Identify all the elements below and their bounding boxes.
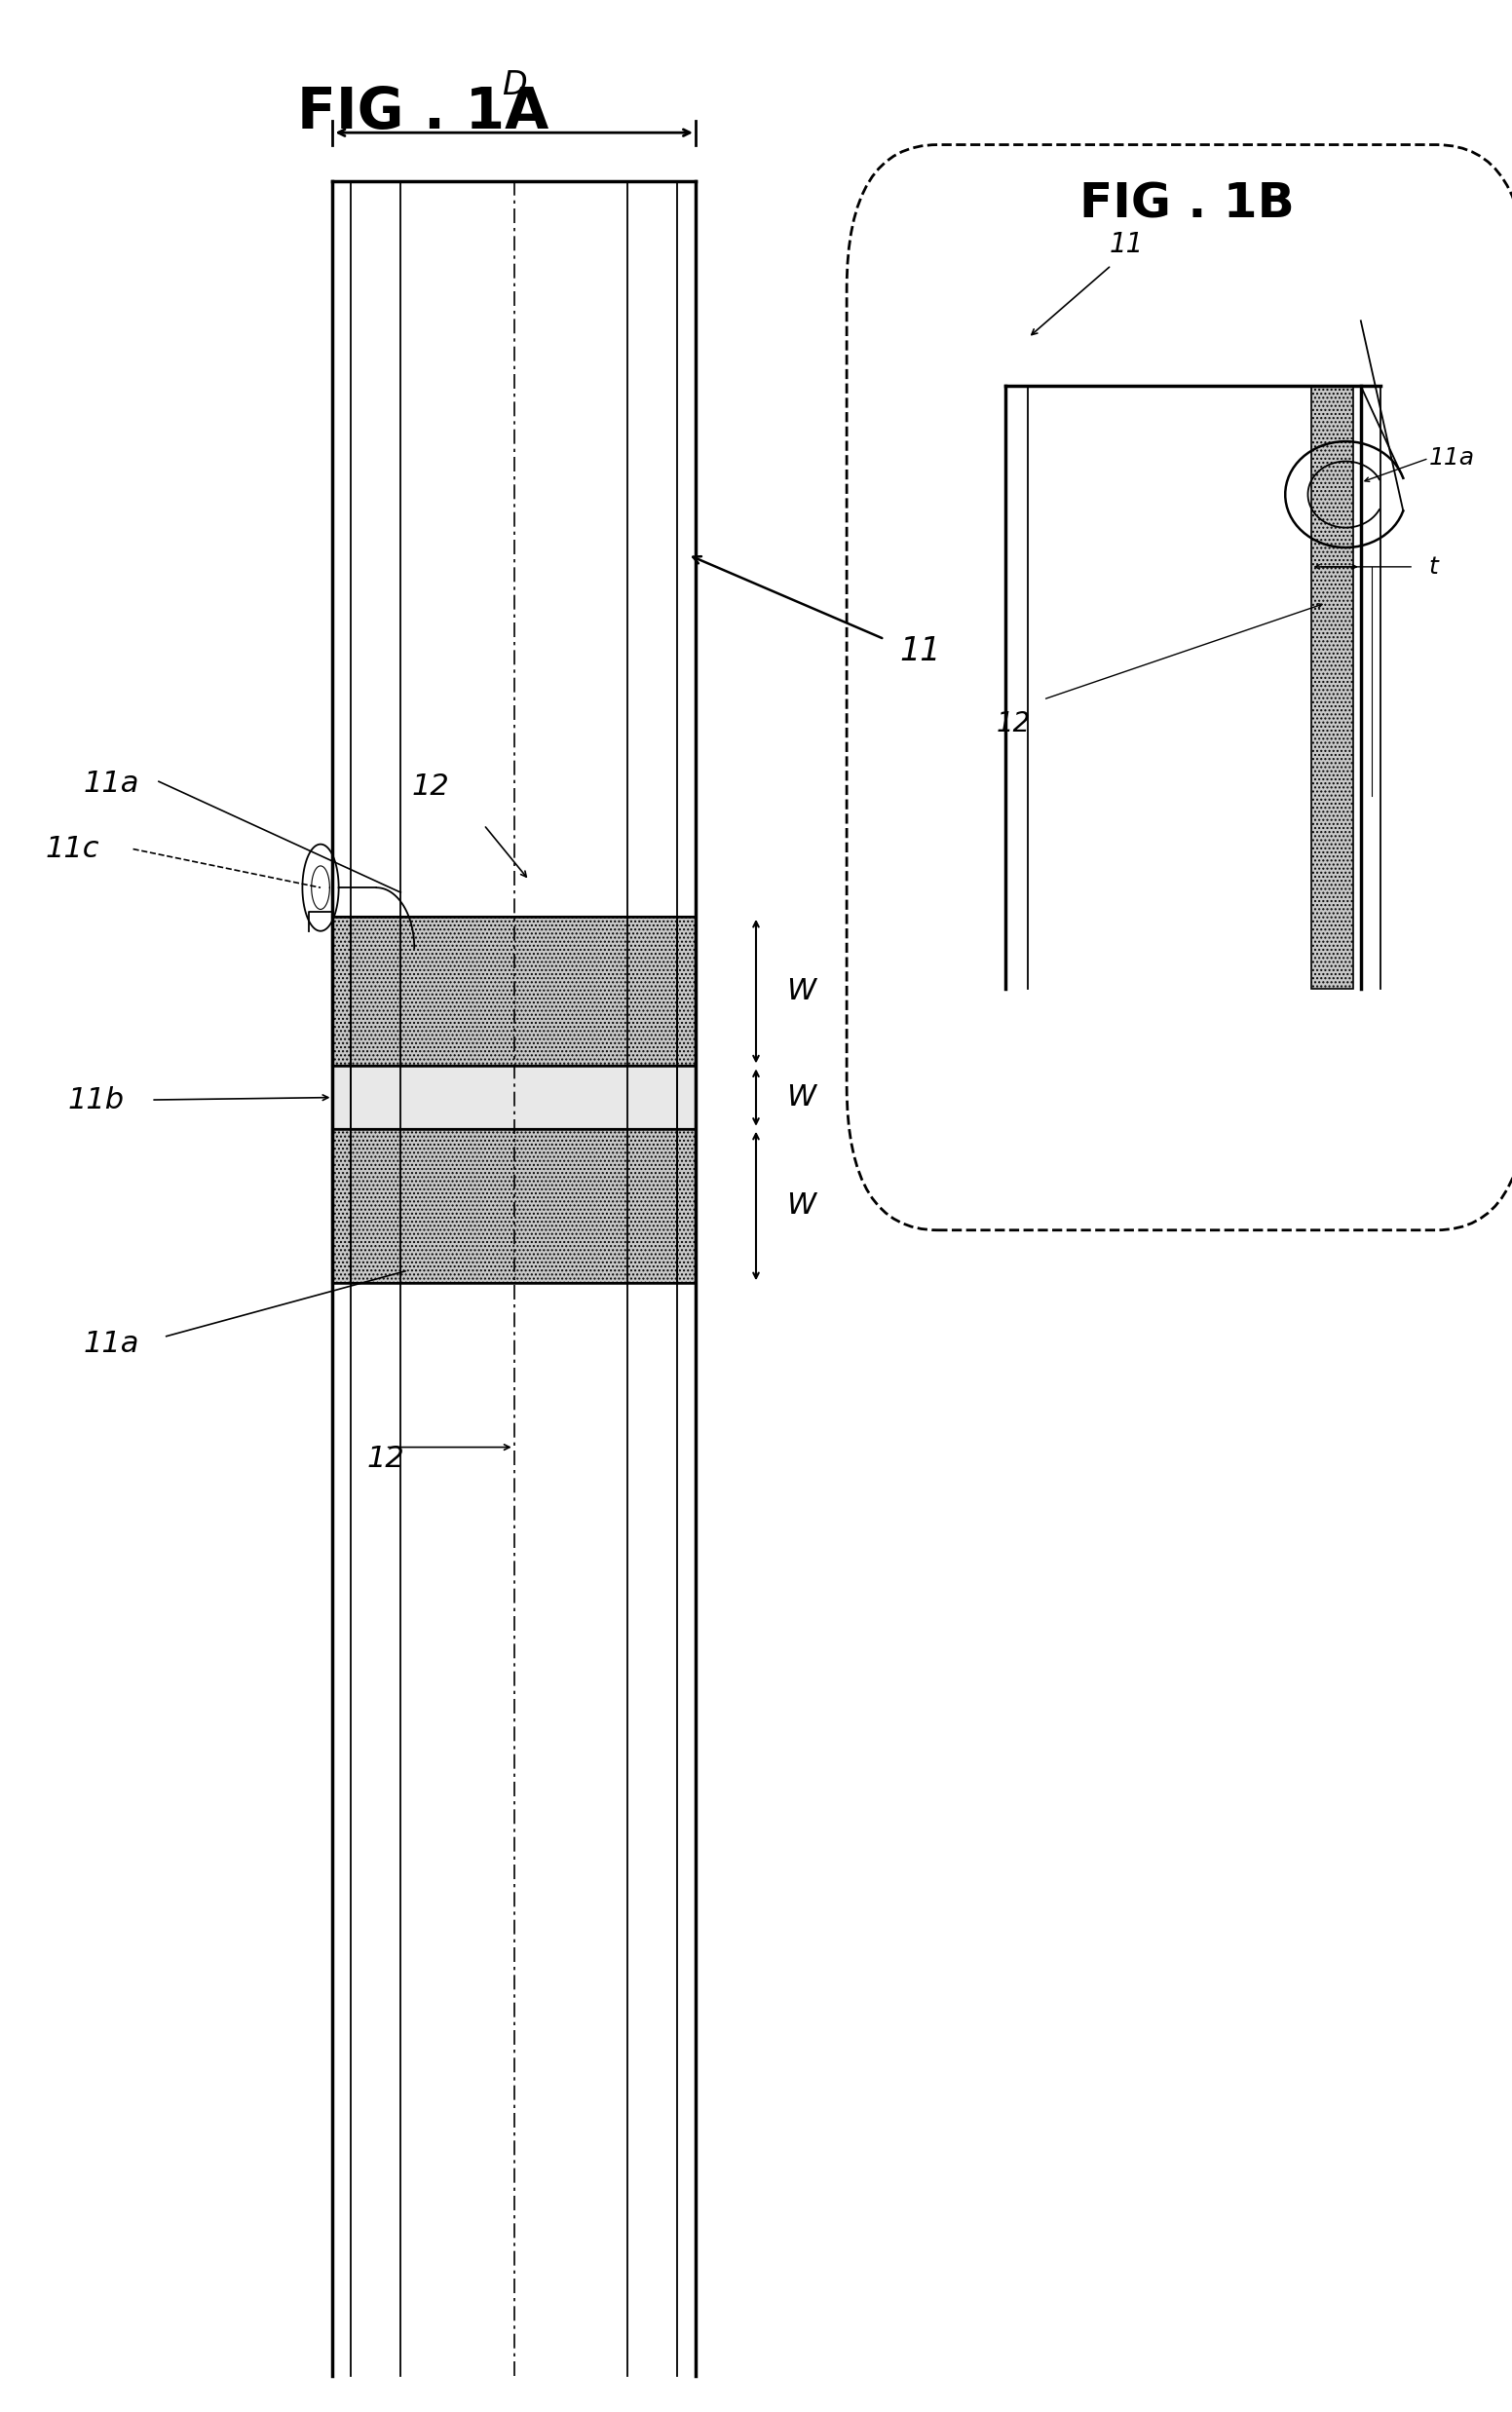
Text: FIG . 1B: FIG . 1B [1080, 181, 1294, 227]
Text: t: t [1429, 555, 1438, 579]
Text: 11c: 11c [45, 835, 100, 863]
Text: D: D [502, 70, 526, 101]
Text: W: W [786, 1192, 815, 1220]
Bar [333, 917, 696, 1066]
Text: W: W [786, 977, 815, 1006]
Text: 11: 11 [900, 634, 940, 668]
Bar [333, 1129, 696, 1283]
Text: 12: 12 [413, 772, 449, 801]
Text: 12: 12 [367, 1445, 404, 1474]
Text: 11b: 11b [68, 1085, 124, 1114]
Text: 12: 12 [996, 709, 1030, 738]
FancyBboxPatch shape [847, 145, 1512, 1230]
Text: 11: 11 [1110, 232, 1143, 258]
Bar [1311, 386, 1353, 989]
Text: FIG . 1A: FIG . 1A [298, 84, 549, 140]
Text: 11a: 11a [83, 1329, 139, 1358]
Text: W: W [786, 1083, 815, 1112]
Bar [333, 1066, 696, 1129]
Text: 11a: 11a [1429, 446, 1474, 470]
Text: 11a: 11a [83, 769, 139, 798]
